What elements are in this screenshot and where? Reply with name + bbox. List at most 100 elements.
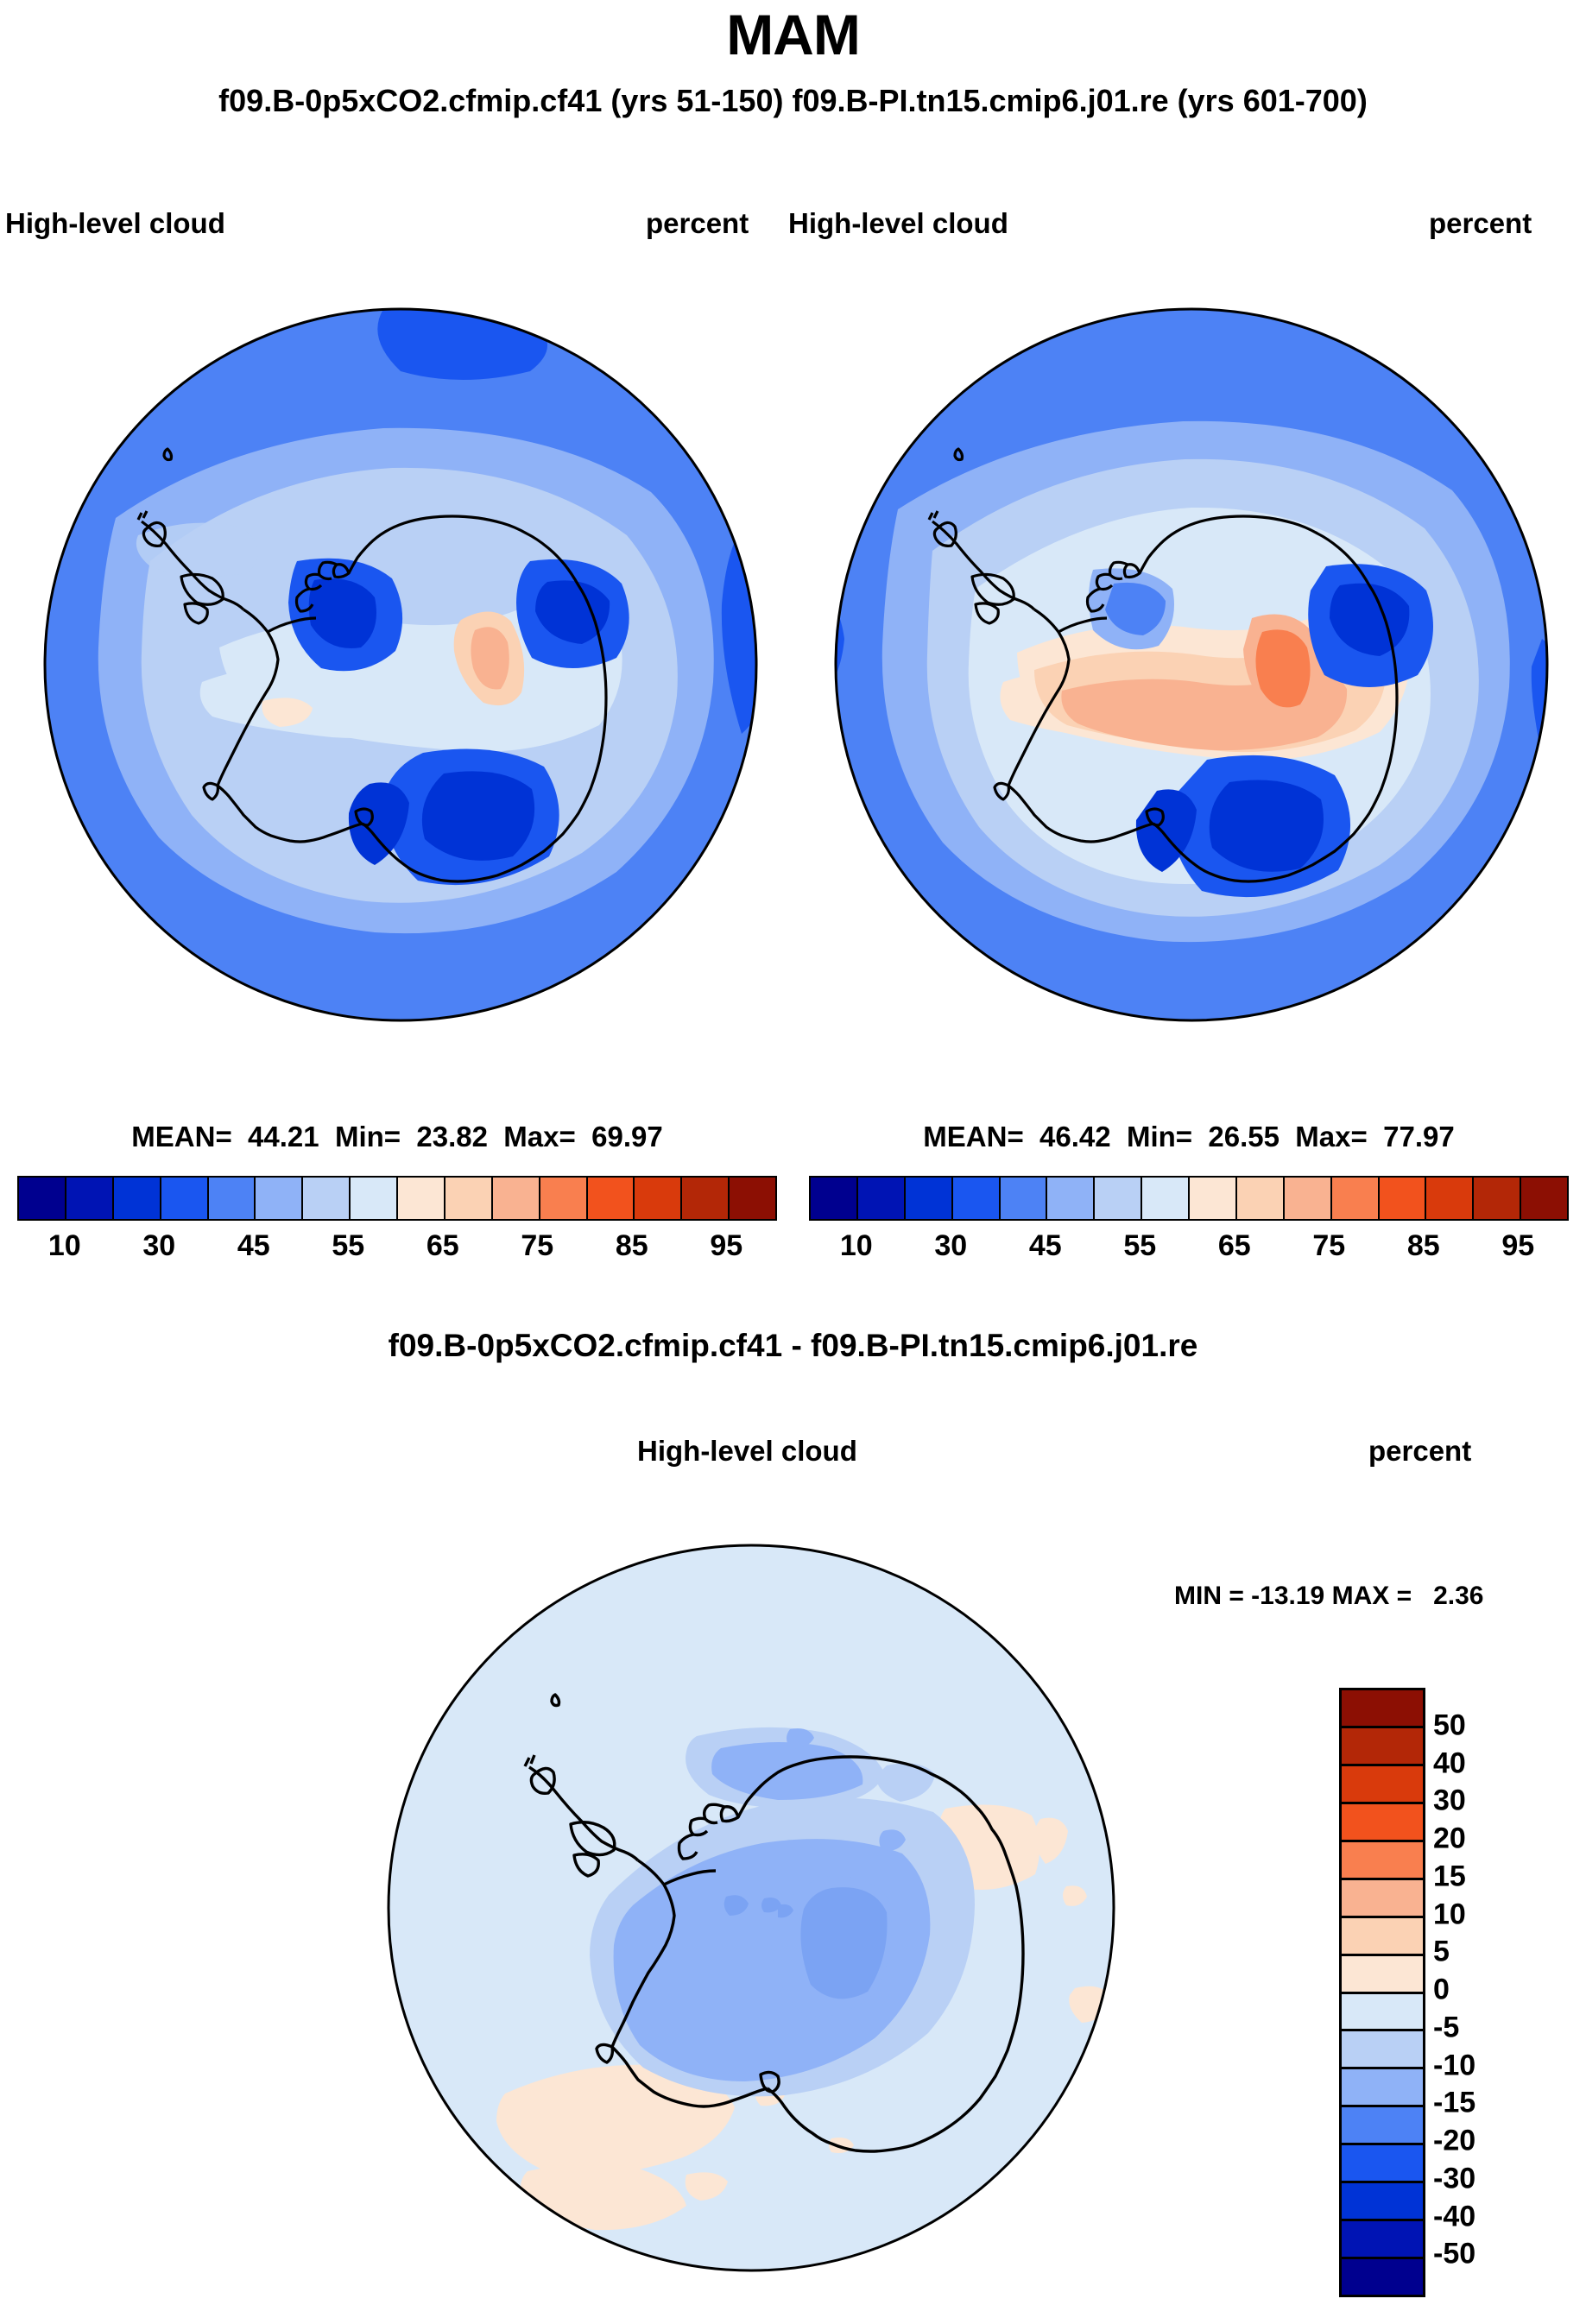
left-colorbar-tick-label-7: 95: [710, 1229, 743, 1262]
difference-map-svg: [387, 1544, 1115, 2272]
difference-colorbar-cell-9: [1342, 2031, 1423, 2070]
difference-colorbar-tick-label-10: -15: [1433, 2086, 1476, 2119]
right-panel-variable-label: High-level cloud: [788, 207, 1008, 239]
right-colorbar-tick-label-1: 30: [934, 1229, 968, 1262]
difference-colorbar-tick-label-5: 10: [1433, 1898, 1466, 1930]
left-colorbar-ticks: 10 30 45 55 65 75 85 95: [17, 1229, 774, 1269]
left-colorbar-tick-label-3: 55: [332, 1229, 365, 1262]
right-colorbar-cell-10: [1284, 1178, 1332, 1219]
left-colorbar-tick-label-1: 30: [142, 1229, 176, 1262]
left-colorbar-cell-8: [398, 1178, 445, 1219]
left-colorbar-cell-10: [492, 1178, 540, 1219]
left-panel-statistics: MEAN= 44.21 Min= 23.82 Max= 69.97: [131, 1121, 663, 1153]
left-colorbar-cell-2: [113, 1178, 161, 1219]
left-panel-variable-label: High-level cloud: [5, 207, 225, 239]
difference-minmax-annotation: MIN = -13.19 MAX = 2.36: [1174, 1582, 1484, 1610]
difference-title: f09.B-0p5xCO2.cfmip.cf41 - f09.B-PI.tn15…: [388, 1328, 1198, 1363]
right-colorbar[interactable]: [809, 1176, 1569, 1221]
left-map-globe-outline: [43, 307, 758, 1022]
right-colorbar-cell-8: [1190, 1178, 1237, 1219]
right-colorbar-ticks: 10 30 45 55 65 75 85 95: [809, 1229, 1565, 1269]
left-colorbar-tick-label-4: 65: [426, 1229, 459, 1262]
right-map-globe-outline: [834, 307, 1549, 1022]
difference-colorbar-tick-label-14: -50: [1433, 2237, 1476, 2270]
difference-polar-map: [358, 1515, 1144, 2301]
right-colorbar-tick-label-2: 45: [1028, 1229, 1062, 1262]
right-colorbar-tick-label-0: 10: [839, 1229, 873, 1262]
difference-colorbar-cell-12: [1342, 2145, 1423, 2184]
difference-colorbar-cell-11: [1342, 2107, 1423, 2146]
right-map-coastline: [927, 447, 1399, 883]
left-colorbar-tick-label-6: 85: [615, 1229, 648, 1262]
difference-colorbar-cell-4: [1342, 1841, 1423, 1880]
difference-colorbar-cell-2: [1342, 1765, 1423, 1804]
right-map-field: [836, 309, 1547, 1020]
left-colorbar-cell-15: [730, 1178, 775, 1219]
left-map-svg: [43, 307, 758, 1022]
difference-colorbar-tick-label-1: 40: [1433, 1746, 1466, 1779]
difference-colorbar-tick-label-9: -10: [1433, 2049, 1476, 2081]
difference-colorbar-cell-15: [1342, 2259, 1423, 2295]
right-colorbar-tick-label-3: 55: [1123, 1229, 1157, 1262]
case-description-line: f09.B-0p5xCO2.cfmip.cf41 (yrs 51-150) f0…: [218, 83, 1368, 118]
difference-colorbar-cell-5: [1342, 1879, 1423, 1918]
difference-colorbar-cell-8: [1342, 1993, 1423, 2032]
right-colorbar-cell-9: [1236, 1178, 1285, 1219]
left-colorbar-cell-3: [161, 1178, 209, 1219]
difference-colorbar-tick-label-12: -30: [1433, 2162, 1476, 2195]
left-colorbar-cell-14: [682, 1178, 730, 1219]
difference-colorbar-tick-label-8: -5: [1433, 2011, 1460, 2044]
difference-colorbar-cell-3: [1342, 1803, 1423, 1842]
difference-colorbar-tick-label-2: 30: [1433, 1784, 1466, 1817]
difference-colorbar-tick-label-7: 0: [1433, 1973, 1450, 2006]
diff-panel-variable-label: High-level cloud: [637, 1435, 857, 1467]
difference-map-coastline: [523, 1693, 1025, 2153]
right-colorbar-cell-15: [1521, 1178, 1567, 1219]
difference-colorbar-cell-6: [1342, 1917, 1423, 1956]
difference-colorbar-cell-13: [1342, 2183, 1423, 2222]
season-title: MAM: [726, 3, 861, 66]
difference-map-globe-outline: [387, 1544, 1115, 2272]
right-colorbar-cell-7: [1142, 1178, 1190, 1219]
left-map-coastline: [136, 447, 608, 883]
left-colorbar-cell-9: [445, 1178, 493, 1219]
right-colorbar-tick-label-4: 65: [1217, 1229, 1251, 1262]
difference-colorbar-ticks: 50 40 30 20 15 10 5 0 -5 -10 -15 -20 -30 -40 -50: [1433, 1688, 1563, 2292]
difference-colorbar-cell-1: [1342, 1727, 1423, 1766]
right-colorbar-cell-11: [1331, 1178, 1380, 1219]
right-colorbar-cell-4: [1000, 1178, 1048, 1219]
left-colorbar-cell-0: [19, 1178, 66, 1219]
left-colorbar[interactable]: [17, 1176, 777, 1221]
difference-colorbar[interactable]: [1339, 1688, 1425, 2297]
left-panel-units-label: percent: [646, 207, 749, 239]
diff-panel-units-label: percent: [1368, 1435, 1472, 1467]
right-panel-statistics: MEAN= 46.42 Min= 26.55 Max= 77.97: [923, 1121, 1455, 1153]
left-colorbar-cell-12: [587, 1178, 635, 1219]
difference-map-field: [389, 1545, 1114, 2270]
right-polar-map: [803, 276, 1580, 1053]
right-colorbar-cell-3: [952, 1178, 1001, 1219]
right-panel-units-label: percent: [1429, 207, 1532, 239]
left-colorbar-tick-label-0: 10: [47, 1229, 81, 1262]
difference-colorbar-tick-label-6: 5: [1433, 1935, 1450, 1968]
difference-colorbar-cell-14: [1342, 2221, 1423, 2260]
left-colorbar-cell-6: [303, 1178, 351, 1219]
left-map-field: [45, 309, 756, 1020]
left-colorbar-cell-7: [351, 1178, 398, 1219]
left-colorbar-tick-label-5: 75: [521, 1229, 554, 1262]
left-colorbar-cell-13: [635, 1178, 683, 1219]
left-polar-map: [12, 276, 789, 1053]
right-colorbar-cell-0: [811, 1178, 858, 1219]
left-colorbar-cell-4: [208, 1178, 256, 1219]
difference-colorbar-tick-label-0: 50: [1433, 1708, 1466, 1742]
right-colorbar-tick-label-5: 75: [1312, 1229, 1346, 1262]
right-colorbar-cell-12: [1379, 1178, 1427, 1219]
right-colorbar-cell-13: [1426, 1178, 1475, 1219]
right-colorbar-cell-1: [857, 1178, 906, 1219]
difference-colorbar-tick-label-13: -40: [1433, 2200, 1476, 2232]
right-colorbar-cell-2: [905, 1178, 953, 1219]
left-colorbar-cell-1: [66, 1178, 114, 1219]
difference-colorbar-cell-0: [1342, 1690, 1423, 1728]
right-colorbar-tick-label-7: 95: [1501, 1229, 1535, 1262]
left-colorbar-cell-11: [540, 1178, 588, 1219]
